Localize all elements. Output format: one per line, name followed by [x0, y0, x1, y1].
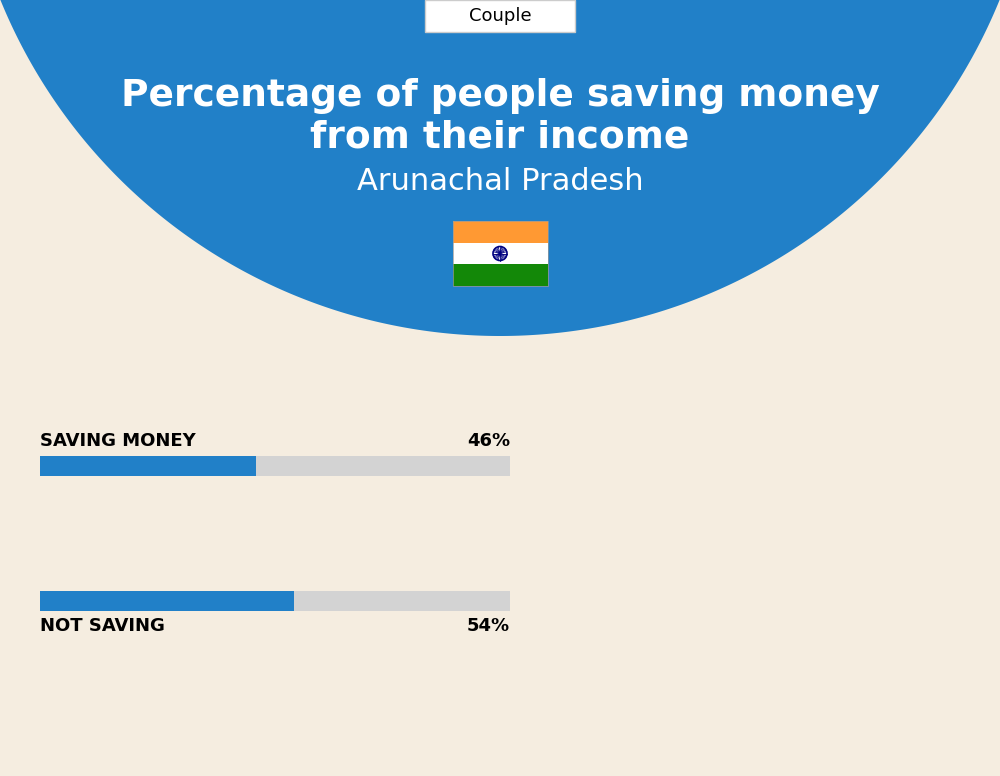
Bar: [40, 456, 510, 476]
Bar: [452, 243, 548, 265]
Bar: [452, 221, 548, 286]
Text: from their income: from their income: [310, 120, 690, 156]
Text: 46%: 46%: [467, 432, 510, 450]
Text: Percentage of people saving money: Percentage of people saving money: [121, 78, 879, 114]
Text: Couple: Couple: [469, 7, 531, 25]
Polygon shape: [0, 0, 1000, 336]
Text: SAVING MONEY: SAVING MONEY: [40, 432, 196, 450]
Bar: [452, 221, 548, 243]
Bar: [452, 265, 548, 286]
Text: NOT SAVING: NOT SAVING: [40, 617, 165, 635]
Text: Arunachal Pradesh: Arunachal Pradesh: [357, 167, 643, 196]
Bar: [40, 591, 294, 611]
Text: 54%: 54%: [467, 617, 510, 635]
Bar: [40, 591, 510, 611]
Bar: [40, 456, 256, 476]
FancyBboxPatch shape: [425, 0, 575, 32]
Circle shape: [498, 251, 502, 255]
